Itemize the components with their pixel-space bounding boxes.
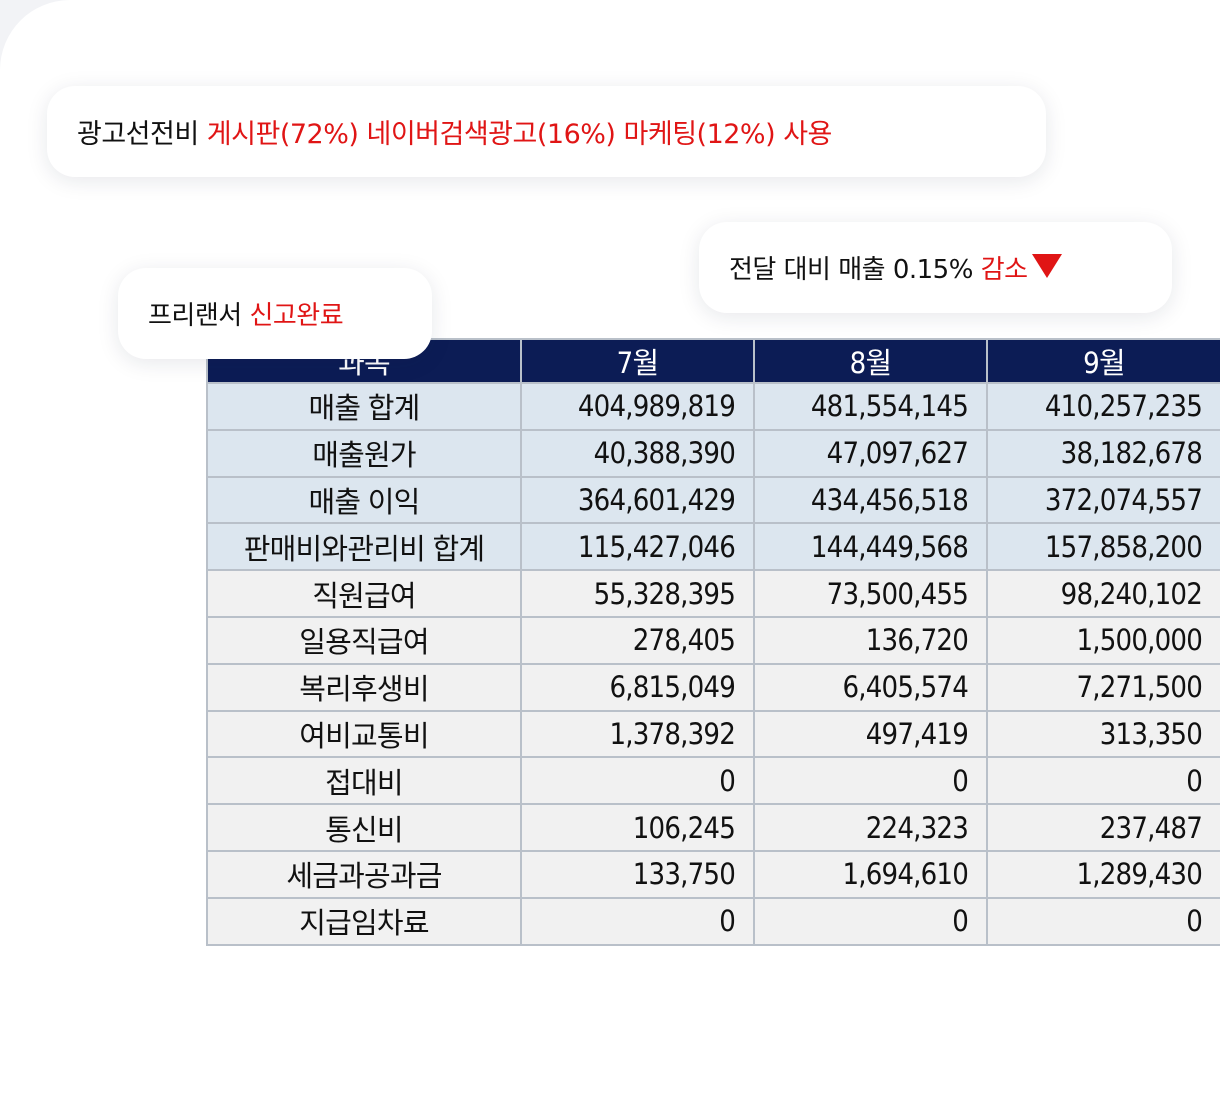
cell-september: 237,487 <box>986 803 1220 852</box>
table-row: 직원급여 55,328,395 73,500,455 98,240,102 <box>206 569 1220 618</box>
row-label: 여비교통비 <box>206 709 522 759</box>
cell-july: 6,815,049 <box>520 662 755 712</box>
cell-july: 364,601,429 <box>520 475 755 525</box>
cell-august: 144,449,568 <box>753 522 988 572</box>
table-row: 세금과공과금 133,750 1,694,610 1,289,430 <box>206 849 1220 899</box>
row-label: 세금과공과금 <box>206 849 522 899</box>
cell-august: 0 <box>753 756 988 806</box>
cell-september: 372,074,557 <box>986 475 1220 525</box>
cell-july: 278,405 <box>520 615 755 665</box>
table-row: 복리후생비 6,815,049 6,405,574 7,271,500 <box>206 662 1220 712</box>
row-label: 접대비 <box>206 756 522 806</box>
row-label: 매출 이익 <box>206 475 522 525</box>
table-row: 매출 이익 364,601,429 434,456,518 372,074,55… <box>206 475 1220 525</box>
row-label: 매출 합계 <box>206 382 522 431</box>
sales-change-label: 전달 대비 매출 0.15% <box>729 255 973 285</box>
freelancer-label: 프리랜서 <box>148 301 242 331</box>
cell-august: 136,720 <box>753 615 988 665</box>
cell-july: 55,328,395 <box>520 569 755 618</box>
cell-july: 1,378,392 <box>520 709 755 759</box>
cell-august: 6,405,574 <box>753 662 988 712</box>
cell-august: 224,323 <box>753 803 988 852</box>
row-label: 통신비 <box>206 803 522 852</box>
cell-august: 0 <box>753 896 988 946</box>
cell-july: 40,388,390 <box>520 428 755 478</box>
down-triangle-icon <box>1031 253 1062 278</box>
cell-september: 38,182,678 <box>986 428 1220 478</box>
income-statement-table: 과목 7월 8월 9월 매출 합계 404,989,819 481,554,14… <box>206 338 1220 946</box>
cell-september: 410,257,235 <box>986 382 1220 431</box>
row-label: 지급임차료 <box>206 896 522 946</box>
cell-september: 7,271,500 <box>986 662 1220 712</box>
row-label: 판매비와관리비 합계 <box>206 522 522 572</box>
table-row: 지급임차료 0 0 0 <box>206 896 1220 946</box>
cell-september: 0 <box>986 896 1220 946</box>
cell-july: 404,989,819 <box>520 382 755 431</box>
cell-august: 1,694,610 <box>753 849 988 899</box>
table-row: 접대비 0 0 0 <box>206 756 1220 806</box>
header-august: 8월 <box>753 338 988 384</box>
cell-august: 497,419 <box>753 709 988 759</box>
freelancer-status: 신고완료 <box>249 301 344 331</box>
cell-july: 0 <box>520 756 755 806</box>
cell-september: 157,858,200 <box>986 522 1220 572</box>
ad-expense-callout: 광고선전비 게시판(72%) 네이버검색광고(16%) 마케팅(12%) 사용 <box>47 86 1046 177</box>
sales-change-callout: 전달 대비 매출 0.15% 감소 <box>699 222 1172 313</box>
freelancer-callout: 프리랜서 신고완료 <box>118 268 432 359</box>
cell-august: 481,554,145 <box>753 382 988 431</box>
cell-august: 47,097,627 <box>753 428 988 478</box>
cell-july: 133,750 <box>520 849 755 899</box>
cell-september: 1,500,000 <box>986 615 1220 665</box>
cell-august: 434,456,518 <box>753 475 988 525</box>
table-row: 여비교통비 1,378,392 497,419 313,350 <box>206 709 1220 759</box>
cell-september: 98,240,102 <box>986 569 1220 618</box>
table-row: 일용직급여 278,405 136,720 1,500,000 <box>206 615 1220 665</box>
sales-change-status: 감소 <box>980 255 1028 285</box>
header-july: 7월 <box>520 338 755 384</box>
cell-july: 0 <box>520 896 755 946</box>
cell-august: 73,500,455 <box>753 569 988 618</box>
table-row: 매출 합계 404,989,819 481,554,145 410,257,23… <box>206 382 1220 431</box>
cell-september: 313,350 <box>986 709 1220 759</box>
ad-expense-breakdown: 게시판(72%) 네이버검색광고(16%) 마케팅(12%) 사용 <box>206 119 833 150</box>
cell-september: 1,289,430 <box>986 849 1220 899</box>
header-september: 9월 <box>986 338 1220 384</box>
ad-expense-label: 광고선전비 <box>77 119 199 150</box>
table-row: 매출원가 40,388,390 47,097,627 38,182,678 <box>206 428 1220 478</box>
row-label: 직원급여 <box>206 569 522 618</box>
income-statement-table-wrapper: 과목 7월 8월 9월 매출 합계 404,989,819 481,554,14… <box>206 338 1220 968</box>
cell-september: 0 <box>986 756 1220 806</box>
row-label: 복리후생비 <box>206 662 522 712</box>
cell-july: 106,245 <box>520 803 755 852</box>
table-row: 판매비와관리비 합계 115,427,046 144,449,568 157,8… <box>206 522 1220 572</box>
table-row: 통신비 106,245 224,323 237,487 <box>206 803 1220 852</box>
row-label: 매출원가 <box>206 428 522 478</box>
cell-july: 115,427,046 <box>520 522 755 572</box>
row-label: 일용직급여 <box>206 615 522 665</box>
